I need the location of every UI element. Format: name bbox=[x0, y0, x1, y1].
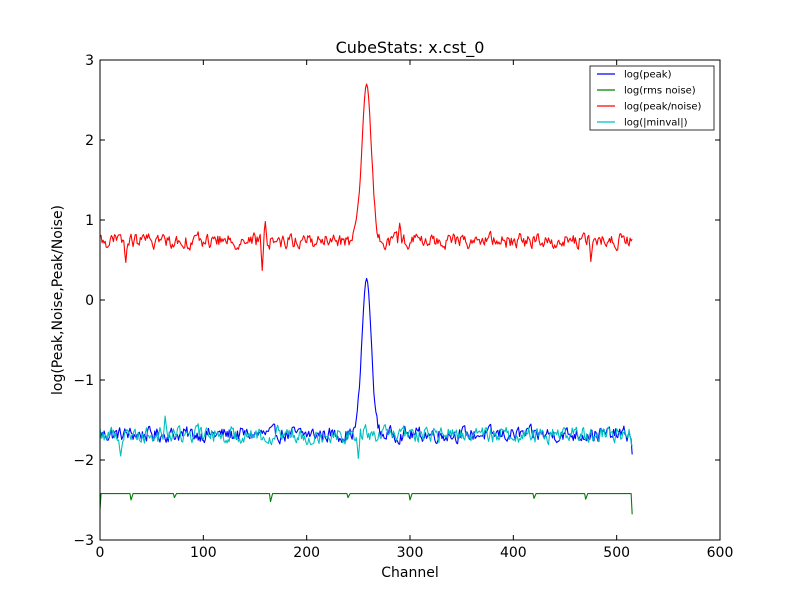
y-axis-label: log(Peak,Noise,Peak/Noise) bbox=[50, 205, 66, 395]
y-tick-label: 2 bbox=[85, 133, 94, 149]
x-tick-label: 200 bbox=[293, 545, 320, 561]
ticks-layer: 0 100 200 300 400 500 600 3 2 1 0 −1 −2 −3 bbox=[73, 53, 733, 561]
y-tick-label: −1 bbox=[73, 373, 94, 389]
legend: log(peak) log(rms noise) log(peak/noise) lo… bbox=[589, 65, 715, 131]
legend-box bbox=[589, 65, 715, 131]
y-tick-label: 3 bbox=[85, 53, 94, 69]
plot-background bbox=[100, 60, 720, 540]
x-tick-label: 0 bbox=[96, 545, 105, 561]
chart-title: CubeStats: x.cst_0 bbox=[336, 38, 485, 58]
legend-label: log(peak) bbox=[624, 70, 672, 81]
y-tick-label: −3 bbox=[73, 533, 94, 549]
series-line-3 bbox=[99, 415, 633, 459]
x-tick-label: 500 bbox=[603, 545, 630, 561]
x-tick-label: 100 bbox=[190, 545, 217, 561]
x-tick-label: 600 bbox=[707, 545, 734, 561]
x-tick-label: 400 bbox=[500, 545, 527, 561]
x-axis-label: Channel bbox=[381, 565, 438, 581]
series-line-2 bbox=[99, 83, 633, 271]
x-tick-label: 300 bbox=[397, 545, 424, 561]
plot-area bbox=[99, 59, 721, 541]
legend-label: log(peak/noise) bbox=[624, 102, 702, 113]
series-line-1 bbox=[99, 493, 633, 515]
legend-label: log(|minval|) bbox=[624, 118, 688, 129]
series-layer bbox=[99, 83, 633, 515]
y-tick-label: 1 bbox=[85, 213, 94, 229]
legend-label: log(rms noise) bbox=[624, 86, 696, 97]
y-tick-label: −2 bbox=[73, 453, 94, 469]
y-tick-label: 0 bbox=[85, 293, 94, 309]
